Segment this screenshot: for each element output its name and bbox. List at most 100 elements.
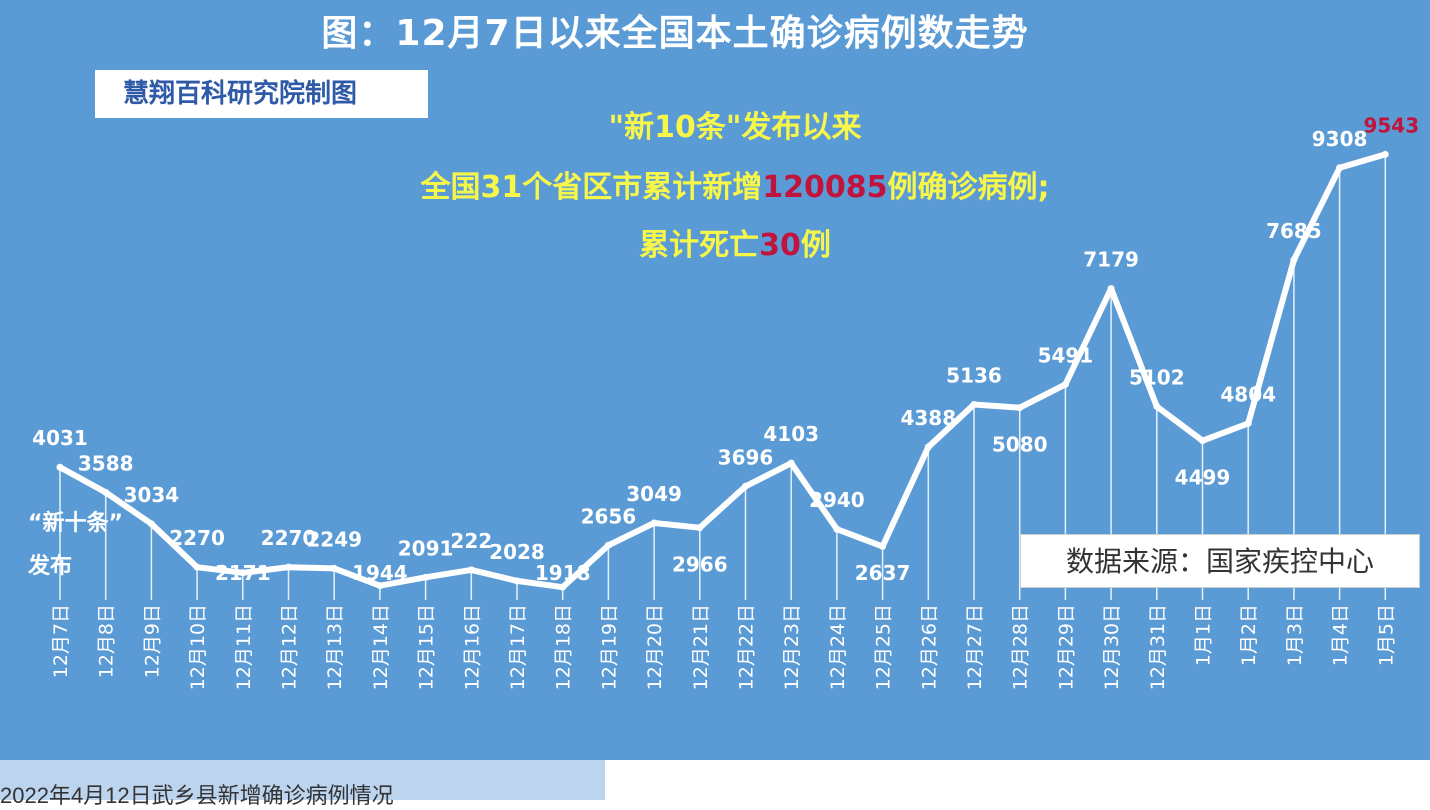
headline-deaths-suffix: 例 bbox=[800, 228, 831, 263]
data-label: 4388 bbox=[900, 406, 956, 430]
data-label: 1918 bbox=[535, 561, 591, 585]
data-label: 5080 bbox=[992, 433, 1048, 457]
data-point bbox=[285, 563, 292, 571]
x-tick-label: 12月26日 bbox=[918, 604, 940, 690]
data-label: 2270 bbox=[261, 526, 317, 550]
data-point bbox=[924, 443, 932, 451]
data-point bbox=[970, 401, 978, 409]
data-label: 5102 bbox=[1129, 365, 1185, 389]
data-point bbox=[513, 577, 521, 585]
x-tick-label: 12月14日 bbox=[370, 604, 392, 690]
data-point bbox=[1244, 419, 1252, 427]
data-point bbox=[696, 524, 704, 532]
data-point bbox=[239, 569, 247, 577]
data-label: 2966 bbox=[672, 553, 728, 577]
x-tick-label: 12月13日 bbox=[324, 604, 346, 690]
data-label: 5491 bbox=[1038, 343, 1094, 367]
x-tick-label: 1月3日 bbox=[1284, 604, 1306, 666]
data-point bbox=[1381, 150, 1389, 158]
chart-panel: 4031 3588 3034 2270 2171 2270 2249 1944 2091 222 2… bbox=[0, 0, 1430, 760]
x-tick-label: 1月4日 bbox=[1330, 604, 1352, 666]
data-point bbox=[1061, 380, 1069, 388]
data-point bbox=[147, 520, 155, 528]
x-tick-label: 12月18日 bbox=[553, 604, 575, 690]
data-label: 2249 bbox=[306, 527, 362, 551]
data-label: 4804 bbox=[1220, 382, 1276, 406]
data-label: 3034 bbox=[124, 483, 180, 507]
data-point bbox=[879, 542, 887, 550]
data-point bbox=[56, 463, 64, 471]
data-label: 2171 bbox=[215, 561, 271, 585]
data-label: 4499 bbox=[1175, 466, 1231, 490]
data-label: 3696 bbox=[718, 445, 774, 469]
data-label: 1944 bbox=[352, 561, 408, 585]
data-label: 5136 bbox=[946, 364, 1002, 388]
data-point bbox=[193, 563, 201, 571]
x-tick-label: 12月21日 bbox=[690, 604, 712, 690]
data-point bbox=[1016, 404, 1024, 412]
data-point bbox=[742, 482, 749, 490]
data-label: 7685 bbox=[1266, 219, 1322, 243]
data-label: 9308 bbox=[1312, 127, 1368, 151]
data-point bbox=[422, 573, 430, 581]
data-source-box: 数据来源：国家疾控中心 bbox=[1020, 534, 1420, 588]
data-point bbox=[1290, 256, 1298, 264]
release-note-line-2: 发布 bbox=[28, 554, 73, 579]
headline-line-2: 全国31个省区市累计新增120085例确诊病例; bbox=[0, 162, 1430, 206]
data-label: 2091 bbox=[398, 536, 454, 560]
data-point bbox=[650, 519, 658, 527]
x-tick-label: 1月1日 bbox=[1193, 604, 1215, 666]
data-point bbox=[604, 541, 612, 549]
headline-cases-prefix: 全国31个省区市累计新增 bbox=[420, 170, 763, 205]
x-tick-label: 12月28日 bbox=[1010, 604, 1032, 690]
x-tick-label: 12月23日 bbox=[781, 604, 803, 690]
x-tick-label: 12月31日 bbox=[1147, 604, 1169, 690]
x-tick-label: 12月24日 bbox=[827, 604, 849, 690]
x-tick-label: 12月15日 bbox=[416, 604, 438, 690]
x-tick-label: 12月19日 bbox=[598, 604, 620, 690]
data-point bbox=[467, 566, 475, 574]
x-tick-label: 1月2日 bbox=[1238, 604, 1260, 666]
data-point bbox=[1107, 285, 1115, 293]
data-point bbox=[330, 564, 338, 572]
data-label: 2637 bbox=[855, 561, 911, 585]
data-label: 222 bbox=[450, 529, 492, 553]
x-tick-label: 12月27日 bbox=[964, 604, 986, 690]
data-label: 2028 bbox=[489, 540, 545, 564]
data-point bbox=[376, 582, 384, 590]
caption-bar bbox=[0, 760, 605, 800]
data-label: 2656 bbox=[581, 504, 637, 528]
x-tick-label: 12月22日 bbox=[736, 604, 758, 690]
maker-badge: 慧翔百科研究院制图 bbox=[95, 70, 428, 118]
x-tick-label: 1月5日 bbox=[1375, 604, 1397, 666]
data-point bbox=[559, 583, 567, 591]
data-label: 7179 bbox=[1083, 248, 1139, 272]
x-tick-label: 12月10日 bbox=[187, 604, 209, 690]
release-note-line-1: “新十条” bbox=[28, 511, 123, 536]
data-point bbox=[1199, 437, 1206, 445]
data-label: 3049 bbox=[626, 482, 682, 506]
data-label: 4031 bbox=[32, 426, 88, 450]
headline-deaths-value: 30 bbox=[759, 228, 801, 263]
x-tick-label: 12月29日 bbox=[1055, 604, 1077, 690]
data-label: 2270 bbox=[169, 526, 225, 550]
data-label: 4103 bbox=[763, 422, 819, 446]
x-tick-label: 12月9日 bbox=[141, 604, 163, 678]
x-tick-label: 12月17日 bbox=[507, 604, 529, 690]
x-tick-label: 12月8日 bbox=[96, 604, 118, 678]
x-tick-label: 12月7日 bbox=[50, 604, 72, 678]
data-point bbox=[1336, 164, 1344, 172]
page-caption: 2022年4月12日武乡县新增确诊病例情况 bbox=[0, 783, 394, 808]
chart-title: 图：12月7日以来全国本土确诊病例数走势 bbox=[321, 13, 1029, 54]
x-tick-label: 12月12日 bbox=[279, 604, 301, 690]
data-point bbox=[833, 525, 841, 533]
data-label: 3588 bbox=[78, 451, 134, 475]
x-tick-label: 12月11日 bbox=[233, 604, 255, 690]
x-tick-label: 12月20日 bbox=[644, 604, 666, 690]
headline-deaths-prefix: 累计死亡 bbox=[639, 228, 760, 263]
headline-line-1: "新10条"发布以来 bbox=[608, 110, 862, 145]
x-tick-label: 12月30日 bbox=[1101, 604, 1123, 690]
x-tick-label: 12月25日 bbox=[873, 604, 895, 690]
data-label: 2940 bbox=[809, 488, 865, 512]
series-line bbox=[57, 151, 1389, 591]
